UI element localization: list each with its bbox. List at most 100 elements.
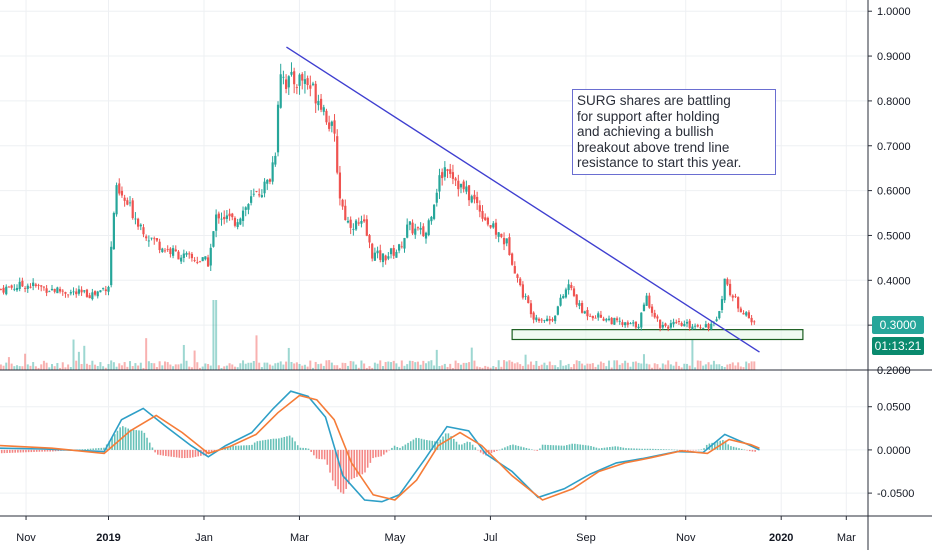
candle-body	[656, 316, 659, 319]
volume-bar	[126, 366, 129, 370]
candle-body	[338, 172, 342, 199]
candle-body	[171, 248, 175, 256]
candle-body	[408, 221, 411, 225]
histogram-bar	[27, 449, 30, 453]
histogram-bar	[603, 447, 606, 450]
volume-bar	[277, 362, 280, 370]
volume-bar	[511, 361, 514, 370]
time-tick-label: Mar	[837, 532, 856, 544]
annotation-line-3: and achieving a bullish	[577, 124, 714, 139]
histogram-bar	[418, 438, 420, 450]
macd-axis[interactable]: 0.0500 0.0000 -0.0500	[868, 402, 914, 500]
volume-bar	[252, 361, 255, 370]
volume-bar	[723, 367, 726, 370]
volume-bar	[185, 360, 188, 370]
candle-body	[360, 220, 363, 224]
candle-body	[231, 213, 234, 218]
histogram-bar	[202, 449, 205, 456]
histogram-bar	[22, 449, 25, 453]
histogram-bar	[584, 445, 587, 450]
histogram-bar	[299, 447, 302, 450]
histogram-bar	[514, 445, 517, 450]
volume-bar	[355, 364, 358, 370]
histogram-bar	[722, 440, 724, 450]
candle-body	[250, 196, 253, 203]
histogram-bar	[138, 430, 140, 450]
volume-bar	[77, 351, 80, 370]
candle-body	[88, 295, 91, 299]
volume-bar	[242, 360, 245, 370]
candle-body	[462, 181, 465, 190]
volume-bar	[651, 367, 654, 370]
volume-bar	[473, 360, 476, 370]
annotation-line-4: breakout above trend line	[577, 139, 730, 155]
histogram-bar	[649, 448, 652, 450]
volume-bar	[250, 362, 253, 370]
volume-bar	[172, 366, 175, 370]
price-tick-label: 0.8000	[877, 96, 911, 108]
histogram-bar	[528, 448, 530, 450]
volume-bar	[702, 365, 705, 370]
histogram-bar	[366, 449, 369, 468]
candle-body	[570, 285, 573, 288]
histogram-bar	[676, 449, 678, 451]
histogram-bar	[178, 449, 181, 458]
candle-body	[532, 312, 535, 320]
volume-bar	[190, 367, 193, 370]
candle-body	[602, 318, 605, 321]
candle-body	[540, 319, 543, 321]
chart-annotation[interactable]: SURG shares are battling for support aft…	[572, 89, 776, 175]
volume-bar	[594, 366, 597, 370]
candle-body	[290, 71, 293, 75]
bar-countdown-label: 01:13:21	[872, 337, 924, 356]
volume-bar	[586, 363, 589, 370]
candle-body	[7, 286, 11, 288]
candle-body	[354, 220, 358, 230]
volume-bar	[142, 367, 145, 370]
candle-body	[632, 322, 635, 324]
histogram-bar	[54, 449, 57, 452]
histogram-bar	[531, 449, 533, 450]
candle-body	[357, 222, 360, 224]
candle-body	[467, 185, 471, 201]
candle-body	[548, 319, 551, 321]
volume-bar	[559, 360, 562, 370]
candle-body	[77, 289, 81, 294]
histogram-bar	[329, 449, 331, 473]
candle-body	[511, 253, 514, 265]
volume-bar	[616, 360, 619, 370]
time-axis[interactable]: Nov 2019 Jan Mar May Jul Sep Nov 2020 Mar	[16, 516, 856, 544]
volume-bar	[150, 363, 153, 370]
candle-body	[430, 216, 433, 222]
volume-bar	[333, 365, 336, 370]
volume-bar	[85, 363, 88, 370]
time-tick-label: Mar	[290, 532, 309, 544]
resistance-trend-line[interactable]	[286, 46, 760, 353]
volume-bar	[712, 360, 715, 370]
candle-body	[392, 248, 395, 256]
candle-body	[529, 303, 533, 315]
candle-body	[457, 180, 460, 190]
histogram-bar	[557, 445, 560, 450]
histogram-bar	[679, 449, 681, 451]
volume-bar	[484, 365, 487, 370]
volume-bar	[376, 363, 379, 370]
volume-bar	[5, 362, 8, 370]
volume-bar	[408, 360, 411, 370]
candle-body	[83, 290, 86, 292]
candle-body	[403, 237, 406, 249]
volume-bar	[392, 360, 395, 370]
candle-body	[169, 248, 172, 255]
candle-body	[64, 292, 67, 294]
volume-bar	[306, 366, 309, 370]
candle-body	[537, 318, 541, 321]
candle-body	[465, 186, 468, 192]
volume-bar	[699, 360, 702, 370]
volume-bar	[675, 361, 678, 370]
candle-body	[667, 326, 670, 329]
volume-bar	[599, 361, 602, 370]
histogram-bar	[670, 449, 673, 451]
volume-bar	[637, 362, 640, 370]
histogram-bar	[372, 449, 374, 459]
